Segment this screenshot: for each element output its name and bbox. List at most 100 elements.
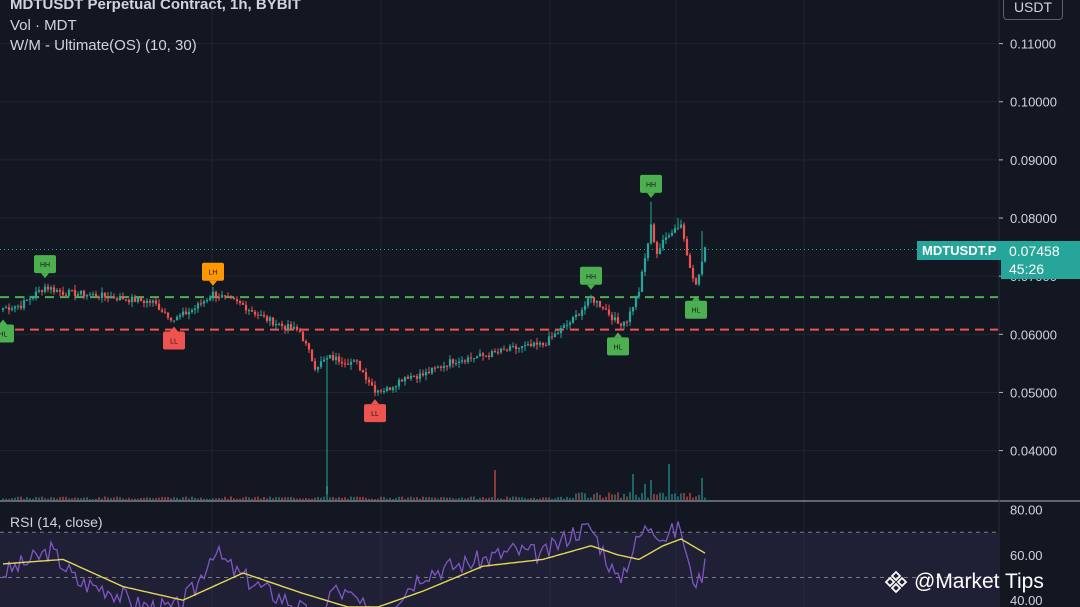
volume-bar [647,497,649,500]
rsi-line [2,521,706,607]
candle-body [508,346,512,351]
volume-bar [41,496,43,500]
volume-bar [617,492,619,500]
candle-body [157,303,161,310]
candle-body [160,309,164,312]
candle-body [556,333,560,335]
candle-body [661,239,665,249]
volume-bar [23,498,25,500]
volume-bar [179,498,181,500]
volume-bar [692,497,694,500]
volume-bar [629,492,631,500]
volume-bar [593,494,595,500]
candle-body [454,363,458,365]
volume-bar [521,497,523,500]
candle-body [220,295,224,298]
volume-bar [110,498,112,500]
candle-body [577,314,581,316]
candle-body [94,293,98,297]
candle-body [166,312,170,318]
candle-body [622,321,626,326]
volume-bar [398,496,400,500]
candle-body [115,298,119,301]
volume-bar [356,496,358,500]
candle-body [355,360,359,362]
candle-body [478,353,482,357]
candle-body [343,363,347,365]
pivot-text: HL [614,344,623,351]
rsi-legend: RSI (14, close) [10,514,103,530]
volume-bar [323,496,325,500]
candle-body [703,247,707,262]
candle-body [589,297,593,299]
candle-body [481,353,485,356]
volume-bar [659,492,661,500]
symbol-title: MDTUSDT Perpetual Contract, 1h, BYBIT [10,0,301,13]
candle-body [400,379,404,382]
candle-body [610,314,614,321]
candle-body [529,343,533,347]
candle-body [307,343,311,350]
candle-body [493,350,497,352]
candle-body [163,311,167,313]
candle-body [328,354,332,359]
candle-body [655,242,659,254]
candlesticks[interactable] [1,201,707,495]
volume-bar [89,498,91,500]
candle-body [88,294,92,296]
pivot-label-hh: HH [640,174,662,198]
volume-bar [431,497,433,500]
volume-bar [440,497,442,500]
candle-body [46,286,50,290]
volume-bar [473,496,475,500]
pivot-pointer [647,192,655,198]
candle-body [679,224,683,228]
candle-body [76,294,80,297]
candle-body [244,304,248,311]
candle-body [235,299,239,302]
candle-body [415,376,419,379]
candle-body [64,294,68,296]
volume-bar [530,498,532,500]
currency-button[interactable]: USDT [1003,0,1063,20]
volume-bar [299,498,301,500]
candle-body [55,290,59,292]
candle-body [619,323,623,326]
volume-bar [494,470,496,500]
candle-body [490,350,494,358]
volume-bar [329,497,331,500]
volume-bar [332,497,334,500]
volume-bar [671,494,673,500]
volume-bar [158,497,160,500]
pivot-pointer [209,280,217,286]
volume-bar [491,497,493,500]
volume-bar [470,496,472,500]
volume-bar [641,493,643,500]
volume-bar [557,497,559,500]
candle-body [58,290,62,292]
volume-bar [689,493,691,500]
volume-bar [68,498,70,500]
pivot-box [364,404,386,423]
candle-body [10,308,14,310]
volume-bar [26,497,28,500]
candle-body [49,287,53,290]
price-axis[interactable]: 0.110000.100000.090000.080000.070000.060… [999,37,1057,607]
volume-bar [548,497,550,500]
candle-body [70,289,74,291]
candle-body [37,290,41,292]
pivot-box [0,324,14,343]
candle-body [370,382,374,386]
volume-bar [2,498,4,500]
pivot-text: HL [0,332,8,339]
volume-bar [215,498,217,500]
candle-body [688,255,692,269]
candle-body [586,298,590,306]
volume-legend: Vol · MDT [10,17,77,34]
candle-body [604,308,608,310]
candle-body [100,292,104,298]
candle-body [40,290,44,292]
volume-bar [698,494,700,500]
volume-bar [236,498,238,500]
